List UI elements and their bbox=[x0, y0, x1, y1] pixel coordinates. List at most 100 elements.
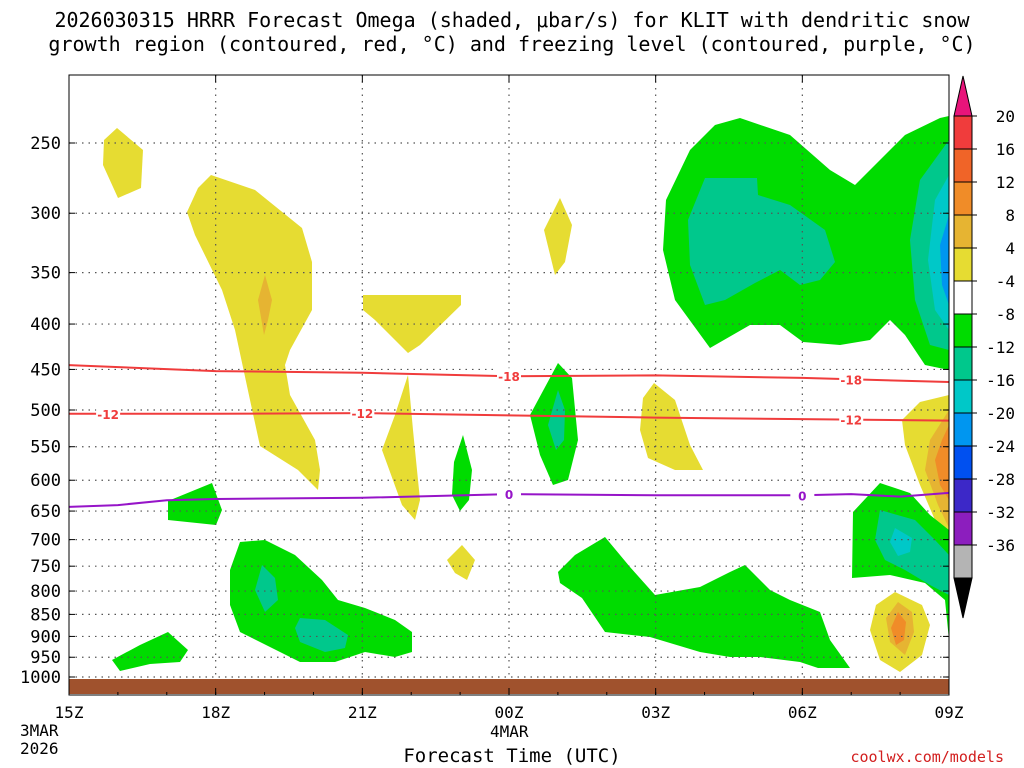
colorbar-label: 4 bbox=[1005, 239, 1015, 258]
omega-core-blue bbox=[940, 215, 949, 305]
terrain-ground bbox=[69, 679, 949, 694]
omega-shading bbox=[103, 116, 949, 672]
y-tick-label: 850 bbox=[30, 605, 61, 625]
omega-region-upward bbox=[363, 295, 461, 353]
y-tick-label: 550 bbox=[30, 438, 61, 458]
x-axis-title: Forecast Time (UTC) bbox=[403, 745, 621, 767]
contour-label-bg bbox=[790, 487, 815, 503]
colorbar-label: -20 bbox=[986, 404, 1015, 423]
colorbar-swatch bbox=[953, 445, 973, 480]
colorbar-swatch bbox=[953, 379, 973, 414]
omega-core-teal bbox=[295, 618, 348, 652]
midnight-date-label: 4MAR bbox=[490, 722, 529, 741]
colorbar-swatch bbox=[953, 478, 973, 513]
colorbar-swatch bbox=[953, 280, 973, 315]
start-date-label: 3MAR 2026 bbox=[20, 722, 59, 758]
omega-region-upward bbox=[640, 383, 703, 470]
contour-label: -18 bbox=[840, 373, 862, 387]
colorbar-label: -8 bbox=[996, 305, 1015, 324]
colorbar-label: 16 bbox=[996, 140, 1015, 159]
omega-core-darkorange bbox=[935, 425, 949, 500]
colorbar-swatch bbox=[953, 412, 973, 447]
colorbar: 20 16 12 8 4 -4 -8 -12 -16 -20 -24 -28 -32 -36 bbox=[953, 75, 1015, 619]
y-tick-label: 750 bbox=[30, 557, 61, 577]
colorbar-label: -4 bbox=[996, 272, 1015, 291]
omega-core-cyan bbox=[928, 175, 949, 330]
y-tick-label: 1000 bbox=[20, 668, 61, 688]
y-axis: 2503003504004505005506006507007508008509… bbox=[20, 134, 949, 688]
x-tick-label: 21Z bbox=[348, 703, 377, 722]
x-tick-label: 09Z bbox=[935, 703, 964, 722]
contour-label: -12 bbox=[97, 408, 119, 422]
temperature-contours: -18 -18 -12 -12 -12 0 0 bbox=[69, 364, 949, 508]
omega-core-teal bbox=[875, 510, 949, 595]
y-tick-label: 900 bbox=[30, 627, 61, 647]
x-tick-label: 00Z bbox=[495, 703, 524, 722]
colorbar-swatch bbox=[953, 313, 973, 348]
colorbar-swatch bbox=[953, 544, 973, 579]
chart-title-line2: growth region (contoured, red, °C) and f… bbox=[48, 32, 976, 56]
contour-label: -12 bbox=[840, 414, 862, 428]
omega-region-downward bbox=[558, 537, 850, 668]
contour-label: -12 bbox=[351, 407, 373, 421]
colorbar-top-arrow bbox=[953, 75, 973, 117]
contour-line bbox=[69, 412, 949, 422]
colorbar-label: -16 bbox=[986, 371, 1015, 390]
colorbar-swatch bbox=[953, 181, 973, 216]
omega-region-upward bbox=[544, 198, 572, 275]
omega-core-teal bbox=[255, 565, 278, 612]
contour-label-bg bbox=[497, 486, 521, 502]
omega-region-downward bbox=[452, 435, 472, 511]
chart-title-line1: 2026030315 HRRR Forecast Omega (shaded, … bbox=[54, 8, 970, 32]
contour-label-bg bbox=[497, 368, 521, 384]
x-tick-label: 06Z bbox=[788, 703, 817, 722]
y-tick-label: 650 bbox=[30, 502, 61, 522]
y-tick-label: 400 bbox=[30, 315, 61, 335]
credit-link[interactable]: coolwx.com/models bbox=[850, 748, 1004, 766]
omega-region-upward bbox=[103, 128, 143, 198]
colorbar-swatch bbox=[953, 148, 973, 183]
colorbar-label: 12 bbox=[996, 173, 1015, 192]
colorbar-swatch bbox=[953, 346, 973, 381]
colorbar-label: 8 bbox=[1005, 206, 1015, 225]
y-tick-label: 250 bbox=[30, 134, 61, 154]
omega-core-cyan bbox=[890, 528, 912, 556]
omega-region-downward bbox=[230, 540, 412, 662]
x-tick-label: 18Z bbox=[201, 703, 230, 722]
colorbar-label: -28 bbox=[986, 470, 1015, 489]
omega-region-downward bbox=[112, 632, 188, 671]
omega-core-teal bbox=[548, 390, 565, 450]
start-date-year: 2026 bbox=[20, 739, 59, 758]
x-tick-label: 03Z bbox=[641, 703, 670, 722]
y-tick-label: 300 bbox=[30, 204, 61, 224]
omega-region-upward bbox=[447, 545, 475, 580]
colorbar-swatch bbox=[953, 511, 973, 546]
x-axis: 15Z 18Z 21Z 00Z 03Z 06Z 09Z bbox=[55, 75, 964, 722]
colorbar-swatch bbox=[953, 115, 973, 150]
omega-core-orange bbox=[258, 275, 272, 335]
start-date-day: 3MAR bbox=[20, 721, 59, 740]
y-tick-label: 950 bbox=[30, 648, 61, 668]
y-tick-label: 600 bbox=[30, 471, 61, 491]
colorbar-bottom-arrow bbox=[953, 577, 973, 619]
contour-label: 0 bbox=[505, 488, 513, 502]
omega-core-teal bbox=[688, 178, 835, 305]
y-tick-label: 700 bbox=[30, 531, 61, 551]
x-tick-label: 15Z bbox=[55, 703, 84, 722]
contour-label-bg bbox=[350, 405, 375, 421]
colorbar-swatch bbox=[953, 214, 973, 249]
colorbar-label: 20 bbox=[996, 107, 1015, 126]
y-tick-label: 450 bbox=[30, 360, 61, 380]
y-tick-label: 500 bbox=[30, 401, 61, 421]
y-tick-label: 800 bbox=[30, 582, 61, 602]
colorbar-label: -32 bbox=[986, 503, 1015, 522]
contour-label-bg bbox=[96, 405, 121, 421]
contour-label-bg bbox=[839, 371, 864, 387]
omega-region-upward bbox=[382, 375, 420, 520]
colorbar-swatch bbox=[953, 247, 973, 282]
contour-label: 0 bbox=[798, 489, 806, 503]
y-tick-label: 350 bbox=[30, 264, 61, 284]
contour-label: -18 bbox=[498, 370, 520, 384]
omega-region-downward bbox=[168, 483, 222, 525]
